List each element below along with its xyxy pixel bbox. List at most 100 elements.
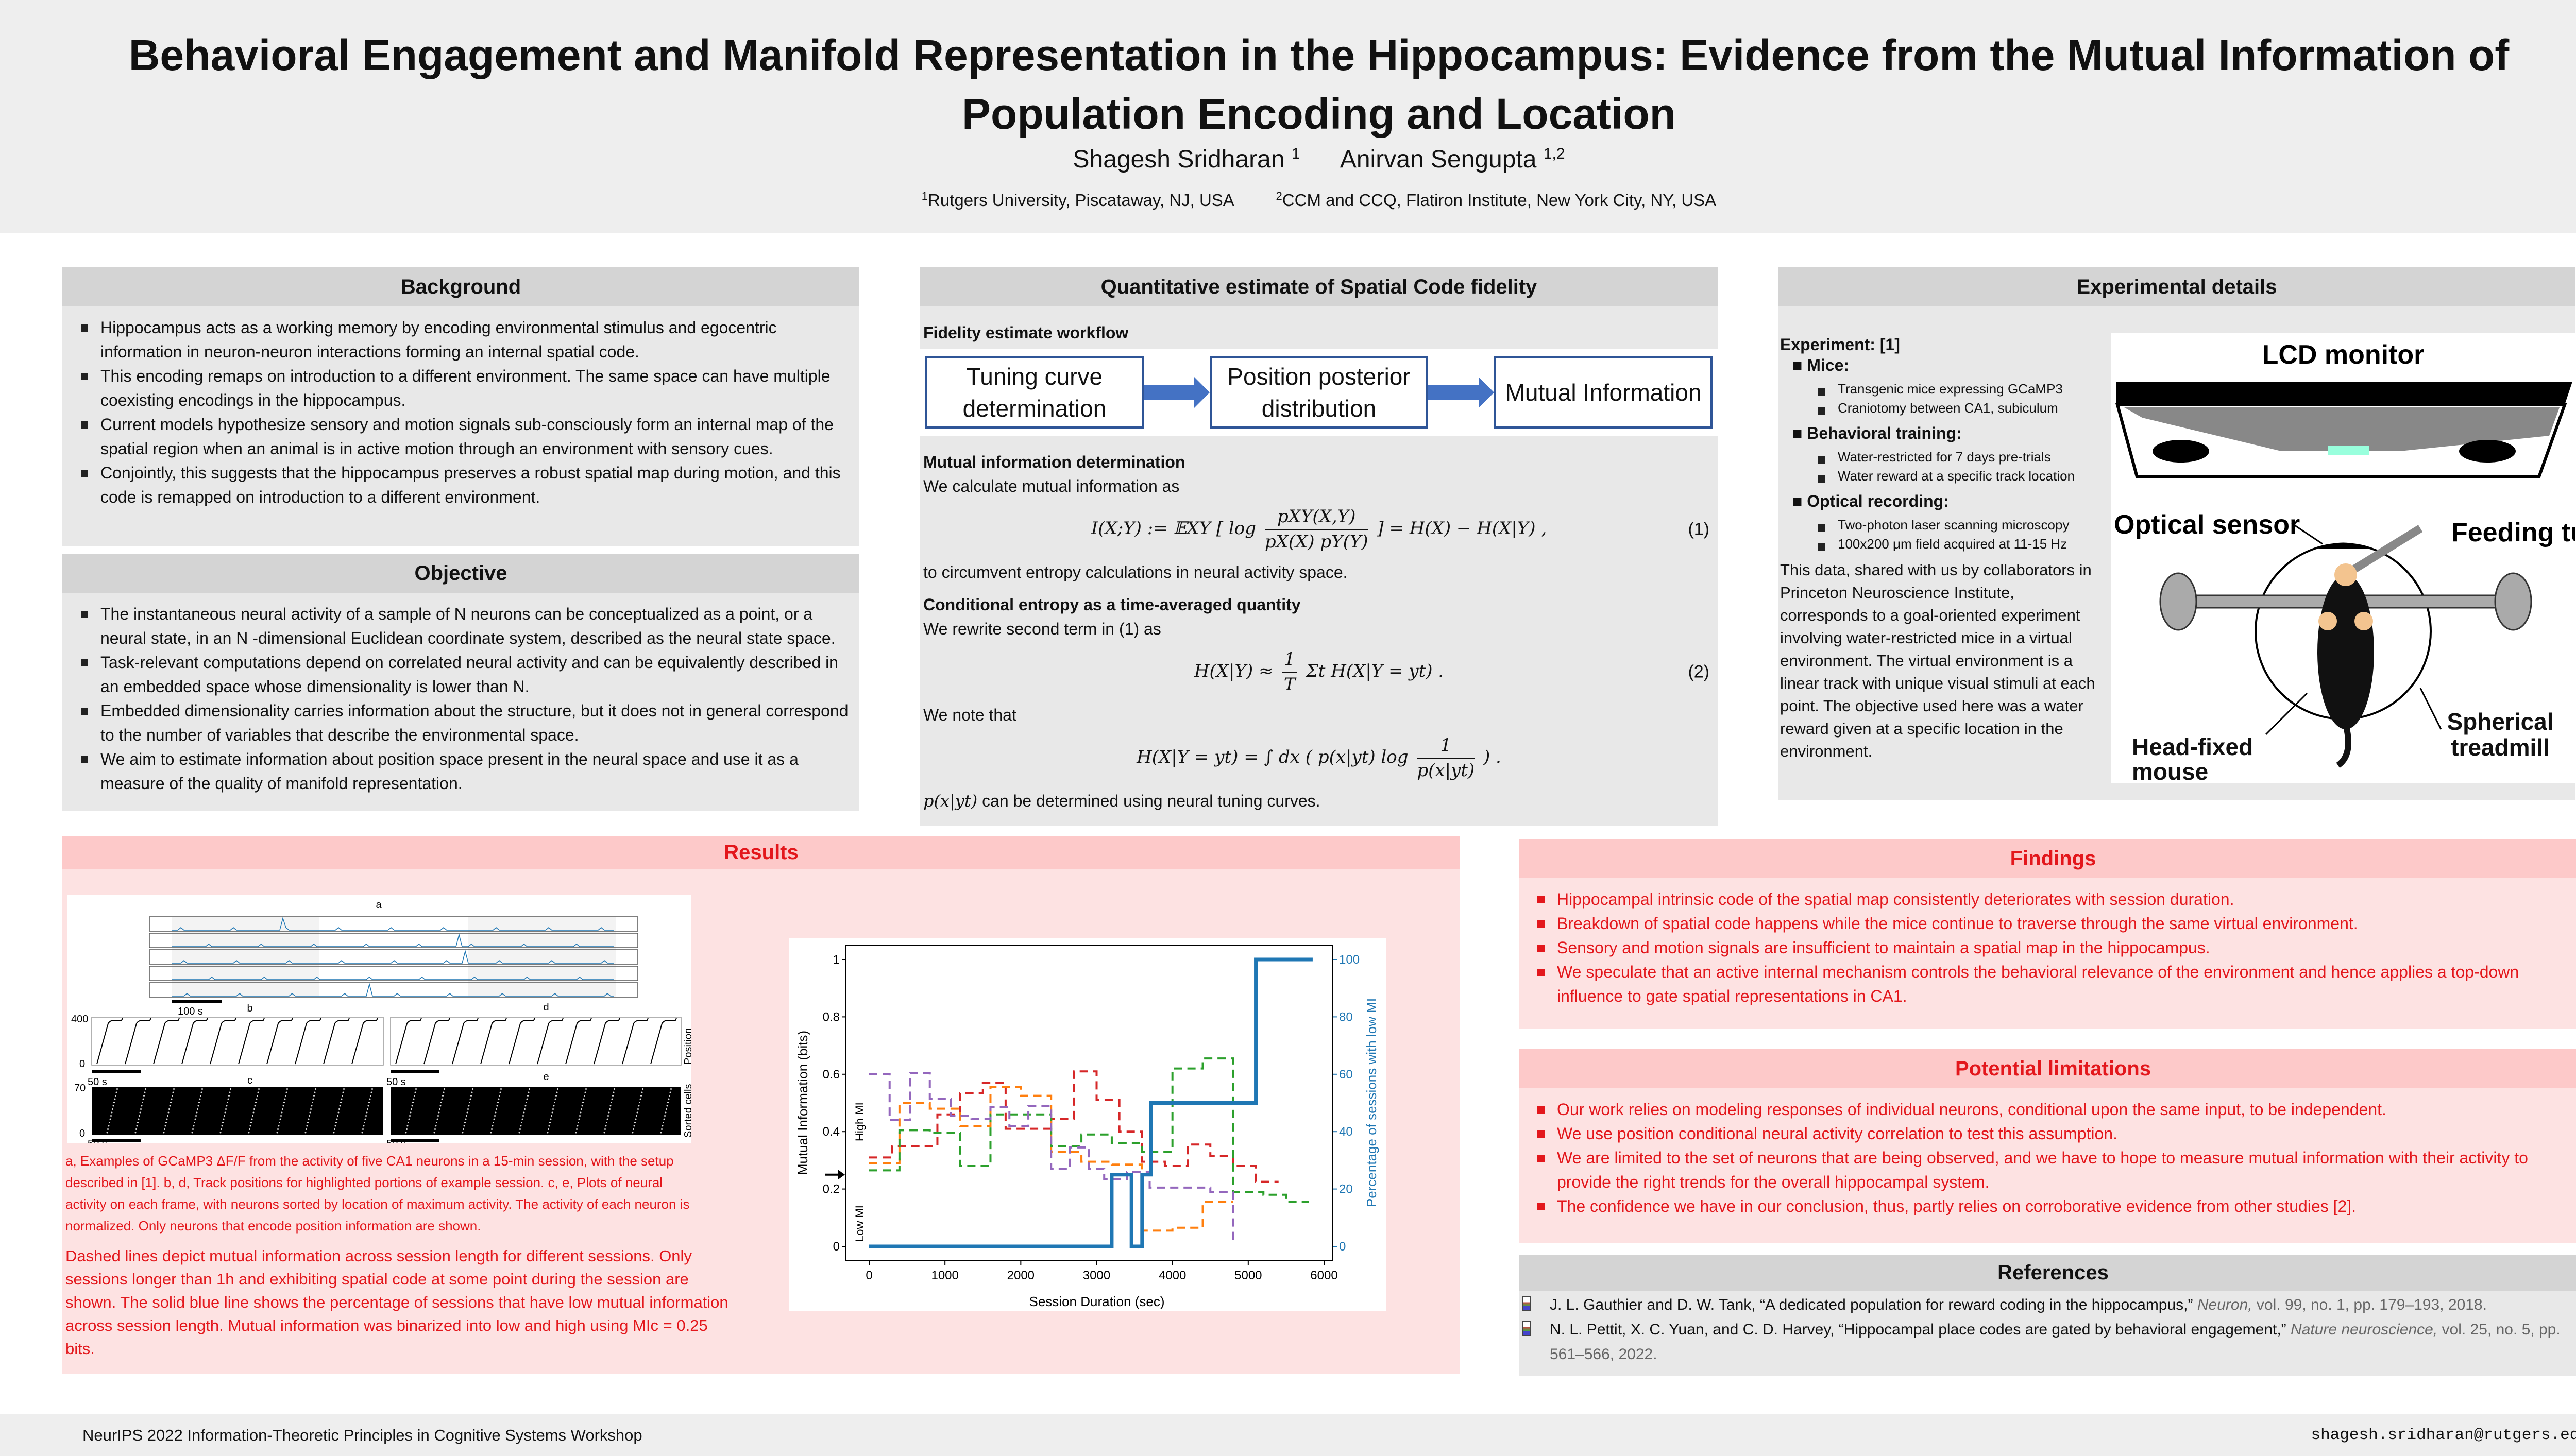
activity-dot	[521, 1122, 522, 1123]
activity-dot	[276, 1132, 278, 1134]
reference-text: N. L. Pettit, X. C. Yuan, and C. D. Harv…	[1550, 1321, 2286, 1338]
group-label: ■ Optical recording:	[1792, 492, 1949, 510]
activity-dot	[577, 1125, 579, 1127]
author-affil: 1	[1291, 145, 1300, 162]
activity-dot	[250, 1122, 252, 1123]
activity-dot	[365, 1115, 367, 1117]
x-tick-label: 1000	[931, 1269, 958, 1282]
activity-dot	[194, 1122, 195, 1123]
activity-dot	[167, 1115, 168, 1117]
axis-label: Position	[683, 1028, 691, 1065]
activity-dot	[248, 1132, 250, 1134]
activity-dot	[666, 1108, 667, 1110]
activity-dot	[415, 1088, 417, 1090]
activity-dot	[366, 1111, 368, 1114]
activity-dot	[529, 1088, 530, 1090]
y-tick-label: 0.4	[823, 1125, 840, 1139]
reference-item: N. L. Pettit, X. C. Yuan, and C. D. Harv…	[1522, 1317, 2576, 1367]
equation-3: H(X|Y = yt) = ∫ dx ( p(x|yt) log 1 p(x|yt…	[923, 733, 1715, 783]
section-title: Experimental details	[1778, 267, 2575, 306]
activity-dot	[466, 1111, 468, 1114]
y-tick-label: 1	[833, 953, 840, 967]
contact-email[interactable]: shagesh.sridharan@rutgers.edu	[2311, 1426, 2576, 1444]
activity-dot	[669, 1095, 670, 1097]
workflow-step: Tuning curve determination	[925, 356, 1144, 429]
findings-panel: Findings Hippocampal intrinsic code of t…	[1519, 839, 2576, 1029]
y-tick-label: 0	[833, 1240, 840, 1254]
activity-dot	[163, 1132, 165, 1134]
panel-label: d	[543, 1002, 549, 1013]
trace-frame	[149, 916, 638, 932]
activity-dot	[370, 1095, 371, 1097]
activity-dot	[165, 1122, 167, 1123]
activity-dot	[334, 1125, 336, 1127]
axis-tick: 0	[79, 1058, 85, 1070]
activity-dot	[197, 1105, 199, 1107]
activity-dot	[584, 1091, 586, 1093]
activity-dot	[606, 1122, 607, 1123]
percent-low-mi-line	[869, 957, 1313, 1248]
plot-frame	[845, 945, 1333, 1261]
workflow-step: Position posterior distribution	[1210, 356, 1428, 429]
activity-dot	[406, 1125, 409, 1127]
quantitative-panel: Quantitative estimate of Spatial Code fi…	[920, 267, 1718, 826]
activity-dot	[548, 1125, 550, 1127]
section-title: Quantitative estimate of Spatial Code fi…	[920, 267, 1718, 306]
activity-dot	[280, 1115, 282, 1117]
scale-label: 100 s	[178, 1006, 203, 1017]
activity-dot	[551, 1111, 553, 1114]
activity-dot	[499, 1095, 500, 1097]
activity-dot	[527, 1095, 529, 1097]
paragraph: We note that	[923, 706, 1016, 724]
activity-dot	[439, 1105, 442, 1107]
scale-bar	[92, 1139, 141, 1142]
scale-bar	[391, 1070, 439, 1073]
x-tick-label: 3000	[1083, 1269, 1110, 1282]
activity-dot	[224, 1115, 225, 1117]
activity-dot	[309, 1115, 310, 1117]
activity-dot	[548, 1128, 549, 1130]
activity-dot	[281, 1111, 283, 1114]
activity-dot	[137, 1122, 139, 1123]
arrow-right-icon	[1428, 377, 1495, 408]
scale-bar	[92, 1070, 141, 1073]
list-item: Current models hypothesize sensory and m…	[81, 413, 856, 461]
activity-dot	[312, 1098, 314, 1100]
activity-dot	[583, 1098, 585, 1100]
x-tick-label: 5000	[1234, 1269, 1262, 1282]
activity-dot	[253, 1108, 255, 1110]
activity-dot	[528, 1091, 530, 1093]
activity-dot	[633, 1125, 635, 1127]
activity-dot	[433, 1132, 435, 1134]
activity-dot	[334, 1128, 335, 1130]
calcium-trace	[172, 917, 614, 931]
scale-bar	[172, 1000, 222, 1003]
group-list: Transgenic mice expressing GCaMP3 Craniot…	[1803, 380, 2099, 418]
activity-dot	[225, 1108, 227, 1110]
position-trace	[395, 1018, 677, 1065]
experiment-groups: ■ Mice: Transgenic mice expressing GCaMP…	[1780, 355, 2099, 554]
activity-dot	[634, 1122, 636, 1123]
activity-dot	[578, 1122, 579, 1123]
list-item: Craniotomy between CA1, subiculum	[1818, 399, 2099, 418]
activity-dot	[405, 1132, 407, 1134]
equation-1: I(X;Y) := 𝔼XY [ log pXY(X,Y) pX(X) pY(Y) …	[923, 505, 1715, 554]
calcium-trace	[172, 977, 614, 980]
panel-label: b	[247, 1003, 252, 1014]
background-list: Hippocampus acts as a working memory by …	[65, 316, 856, 509]
activity-dot	[612, 1095, 614, 1097]
reference-text: J. L. Gauthier and D. W. Tank, “A dedica…	[1550, 1296, 2193, 1313]
section-title: References	[1519, 1255, 2576, 1291]
activity-dot	[576, 1128, 578, 1130]
experimental-panel: Experimental details Experiment: [1] ■ M…	[1778, 267, 2575, 800]
threshold-arrow-icon	[838, 1169, 845, 1180]
activity-dot	[466, 1115, 467, 1117]
list-item: This encoding remaps on introduction to …	[81, 364, 856, 413]
mouse-icon	[2317, 575, 2374, 729]
activity-dot	[255, 1102, 257, 1103]
activity-dot	[364, 1118, 366, 1120]
axis-tick: 70	[74, 1083, 86, 1094]
activity-dot	[145, 1088, 146, 1090]
activity-dot	[435, 1125, 437, 1127]
poster-title: Behavioral Engagement and Manifold Repre…	[128, 31, 2510, 138]
